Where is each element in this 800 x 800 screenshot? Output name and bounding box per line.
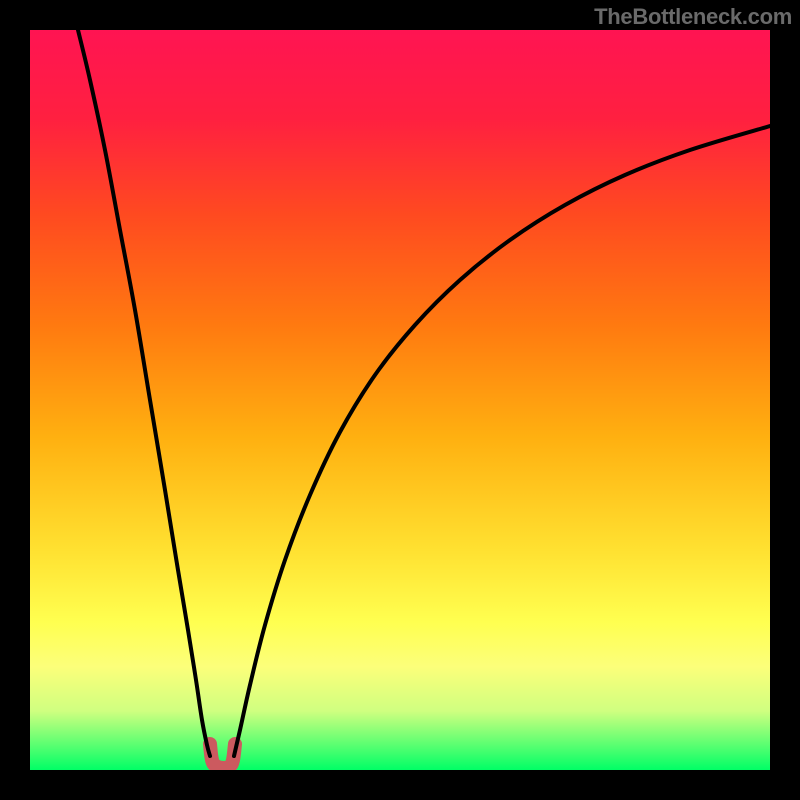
plot-area	[30, 30, 770, 770]
notch-marker	[210, 744, 235, 768]
curve-right-branch	[234, 126, 770, 756]
watermark-text: TheBottleneck.com	[594, 4, 792, 30]
curve-left-branch	[78, 30, 210, 756]
curve-layer	[30, 30, 770, 770]
chart-container: TheBottleneck.com	[0, 0, 800, 800]
